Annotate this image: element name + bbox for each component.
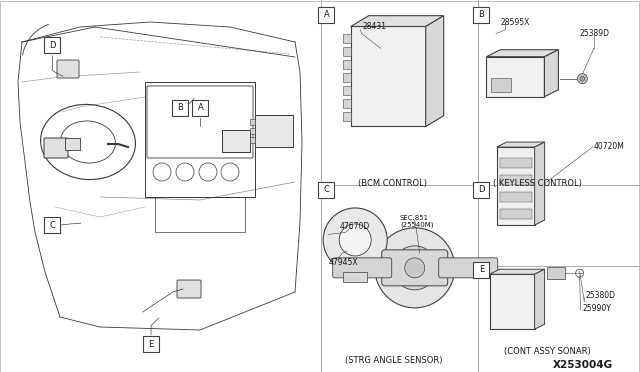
Bar (319, 7, 334, 23)
Text: (STRG ANGLE SENSOR): (STRG ANGLE SENSOR) (345, 356, 442, 365)
Bar (250, 119, 255, 125)
Bar (474, 7, 489, 23)
Text: (BCM CONTROL): (BCM CONTROL) (358, 179, 427, 187)
Bar (250, 137, 255, 143)
FancyBboxPatch shape (57, 60, 79, 78)
Bar (474, 182, 489, 198)
Bar (222, 130, 250, 152)
Text: 28431: 28431 (362, 22, 386, 31)
Bar (500, 192, 532, 202)
Text: 25990Y: 25990Y (582, 304, 611, 312)
Bar (486, 57, 545, 97)
Text: X253004G: X253004G (552, 360, 612, 369)
Circle shape (339, 224, 371, 256)
Bar (497, 147, 534, 225)
Polygon shape (490, 269, 545, 274)
Polygon shape (426, 16, 444, 126)
Bar (490, 274, 534, 329)
Text: ( KEYLESS CONTROL): ( KEYLESS CONTROL) (493, 179, 582, 187)
Text: 47945X: 47945X (328, 258, 358, 267)
Circle shape (577, 74, 588, 84)
Bar (319, 182, 334, 198)
Bar (500, 158, 532, 168)
Circle shape (375, 228, 455, 308)
Polygon shape (486, 50, 558, 57)
Bar (500, 209, 532, 219)
Text: E: E (479, 265, 484, 274)
Bar (45, 217, 61, 233)
Bar (143, 336, 159, 352)
Text: (CONT ASSY SONAR): (CONT ASSY SONAR) (504, 347, 591, 356)
FancyBboxPatch shape (44, 138, 68, 158)
Bar (351, 26, 426, 126)
Polygon shape (534, 142, 545, 225)
Bar (343, 48, 351, 57)
Bar (45, 37, 61, 54)
Text: B: B (478, 10, 484, 19)
Circle shape (393, 246, 436, 290)
Circle shape (323, 208, 387, 272)
Text: 25389D: 25389D (580, 29, 610, 38)
Bar (547, 267, 564, 279)
Polygon shape (351, 16, 444, 26)
Text: (25540M): (25540M) (400, 222, 433, 228)
Bar (65, 138, 80, 150)
Circle shape (404, 258, 425, 278)
FancyBboxPatch shape (439, 258, 498, 278)
Bar (192, 100, 209, 116)
Bar (343, 112, 351, 122)
Text: A: A (324, 10, 329, 19)
Bar (492, 78, 511, 92)
Bar (343, 74, 351, 83)
Polygon shape (497, 142, 545, 147)
Text: 47670D: 47670D (339, 222, 369, 231)
Circle shape (580, 76, 585, 81)
Bar (343, 99, 351, 109)
Bar (343, 272, 367, 282)
Bar (250, 128, 255, 134)
FancyBboxPatch shape (177, 280, 201, 298)
Bar (474, 262, 489, 278)
FancyBboxPatch shape (381, 250, 448, 286)
Text: SEC.851: SEC.851 (400, 215, 429, 221)
Text: E: E (148, 340, 154, 349)
Polygon shape (534, 269, 545, 329)
Text: 25380D: 25380D (586, 291, 616, 300)
Bar (343, 86, 351, 96)
Polygon shape (545, 50, 558, 97)
FancyBboxPatch shape (333, 258, 392, 278)
Bar (145, 82, 255, 197)
Text: D: D (478, 185, 484, 194)
Text: C: C (49, 221, 56, 230)
Bar (343, 35, 351, 44)
Text: C: C (323, 185, 330, 194)
Text: A: A (198, 103, 203, 112)
Bar (343, 61, 351, 70)
Text: B: B (177, 103, 183, 112)
Text: D: D (49, 41, 56, 50)
Text: 40720M: 40720M (594, 142, 625, 151)
Bar (172, 100, 188, 116)
Bar (500, 175, 532, 185)
Bar (255, 115, 293, 147)
Text: 28595X: 28595X (500, 18, 530, 27)
Bar (155, 197, 245, 232)
